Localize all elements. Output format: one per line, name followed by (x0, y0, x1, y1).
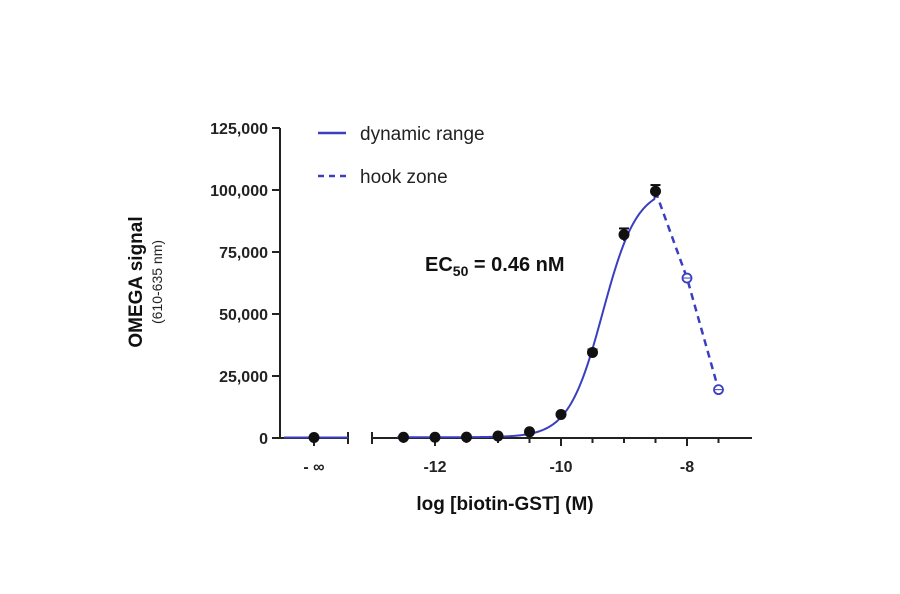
legend-label-dynamic-range: dynamic range (360, 124, 485, 145)
y-axis-title: OMEGA signal (126, 216, 147, 347)
data-point (587, 346, 598, 358)
y-axis-subtitle: (610-635 nm) (149, 240, 165, 324)
y-tick-label: 75,000 (219, 245, 268, 262)
axes: 0 25,000 50,000 75,000 100,000 125,000 - ∞ -12 -… (210, 121, 752, 476)
legend: dynamic range hook zone (318, 124, 485, 188)
ec50-label: EC (425, 254, 453, 276)
data-point (461, 431, 472, 443)
data-point (492, 430, 504, 442)
y-tick-label: 25,000 (219, 369, 268, 386)
ec50-subscript: 50 (453, 263, 469, 279)
y-axis-title-group: OMEGA signal (610-635 nm) (126, 216, 165, 347)
x-axis-title: log [biotin-GST] (M) (416, 494, 593, 515)
x-tick-label: -12 (423, 459, 446, 476)
legend-label-hook-zone: hook zone (360, 167, 448, 188)
hook-dashed-line (654, 190, 720, 390)
data-point (524, 426, 535, 438)
x-tick-label: -10 (549, 459, 572, 476)
fit-curve (397, 191, 657, 439)
data-point (555, 408, 567, 420)
data-point (398, 431, 409, 443)
chart-marks (284, 184, 724, 444)
data-point (308, 432, 320, 444)
y-tick-label: 125,000 (210, 121, 268, 138)
ec50-annotation: EC50 = 0.46 nM (425, 254, 565, 279)
y-tick-label: 50,000 (219, 307, 268, 324)
ec50-value: = 0.46 nM (468, 254, 564, 276)
data-point (429, 431, 441, 443)
y-tick-label: 0 (259, 431, 268, 448)
y-tick-label: 100,000 (210, 183, 268, 200)
x-tick-label: - ∞ (303, 459, 324, 476)
data-point (618, 229, 630, 241)
x-tick-label: -8 (680, 459, 694, 476)
data-point (650, 185, 661, 197)
